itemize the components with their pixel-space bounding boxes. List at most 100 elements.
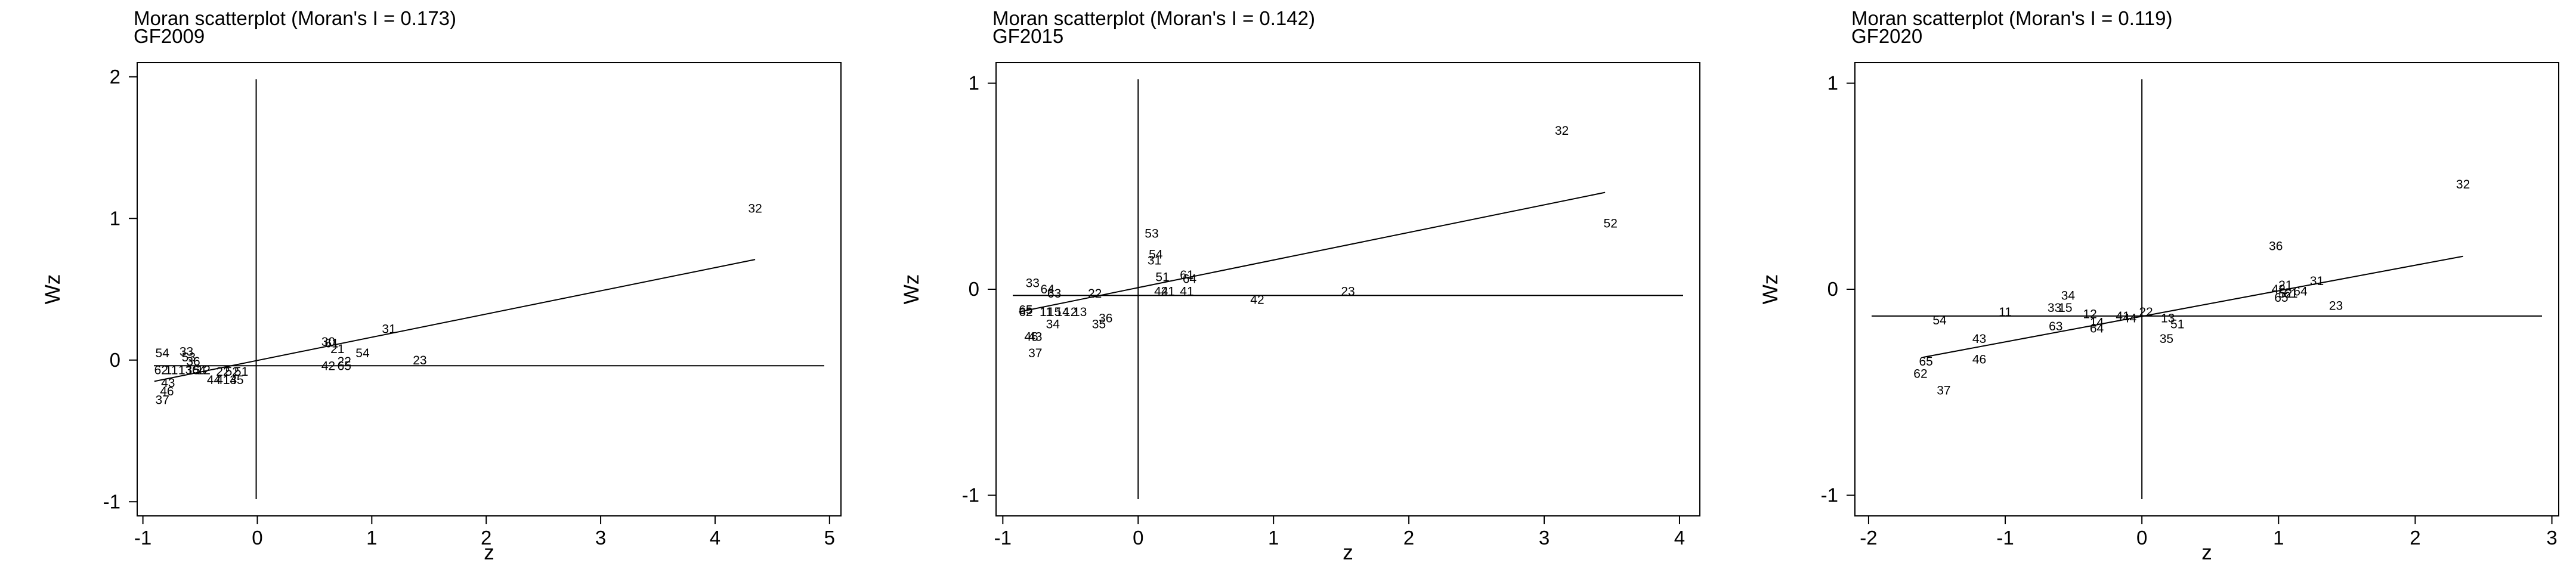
point-label: 37 <box>156 393 169 407</box>
x-tick-label: 4 <box>710 527 720 549</box>
x-tick-label: 5 <box>824 527 835 549</box>
y-tick-label: 1 <box>969 72 979 94</box>
point-label: 22 <box>2139 305 2153 319</box>
x-tick-label: 3 <box>1539 527 1550 549</box>
point-label: 53 <box>1145 227 1158 241</box>
point-label: 52 <box>225 365 239 379</box>
point-label: 65 <box>338 359 351 373</box>
point-label: 35 <box>230 373 243 387</box>
x-tick-label: 4 <box>1674 527 1685 549</box>
point-label: 65 <box>2274 291 2288 305</box>
x-tick-label: 1 <box>366 527 377 549</box>
y-tick-label: 1 <box>1827 72 1838 94</box>
x-tick-label: 0 <box>1133 527 1143 549</box>
fit-line <box>1019 191 1606 313</box>
point-label: 21 <box>1161 284 1175 298</box>
point-label: 30 <box>321 335 335 349</box>
point-label: 36 <box>1099 311 1112 325</box>
point-label: 15 <box>1047 305 1061 319</box>
point-label: 37 <box>1937 383 1950 397</box>
point-label: 46 <box>1972 352 1986 366</box>
x-tick-label: 2 <box>2410 527 2420 549</box>
point-label: 13 <box>178 363 192 377</box>
point-label: 21 <box>2278 279 2292 292</box>
plot-frame <box>137 62 842 516</box>
point-label: 23 <box>2329 299 2343 313</box>
point-label: 43 <box>161 376 175 390</box>
y-axis-label: Wz <box>41 274 64 305</box>
point-label: 31 <box>382 323 395 336</box>
x-tick-label: 0 <box>2136 527 2147 549</box>
y-tick-label: 1 <box>110 207 120 229</box>
point-label: 11 <box>1999 305 2012 319</box>
point-label: 63 <box>2049 320 2062 333</box>
point-label: 11 <box>1040 305 1053 319</box>
chart-title: Moran scatterplot (Moran's I = 0.119) <box>1851 7 2173 29</box>
point-label: 65 <box>1919 355 1932 369</box>
point-label: 64 <box>192 363 206 377</box>
y-tick-label: -1 <box>962 484 979 506</box>
point-label: 64 <box>2293 284 2308 298</box>
chart-title: Moran scatterplot (Moran's I = 0.173) <box>134 7 456 29</box>
point-label: 51 <box>2170 318 2184 332</box>
x-tick-label: -1 <box>134 527 151 549</box>
point-label: 61 <box>324 336 338 350</box>
point-label: 43 <box>1028 330 1042 344</box>
point-label: 33 <box>180 345 193 359</box>
point-label: 32 <box>748 202 762 216</box>
point-label: 42 <box>2272 283 2286 296</box>
point-label: 52 <box>2278 287 2292 301</box>
point-label: 33 <box>1026 277 1040 290</box>
chart-subtitle: GF2015 <box>992 25 1063 47</box>
point-label: 13 <box>2161 311 2175 325</box>
point-label: 54 <box>1932 314 1947 327</box>
point-label: 35 <box>1092 318 1106 332</box>
plot-frame <box>1854 62 2559 516</box>
y-tick-label: 0 <box>1827 278 1838 300</box>
x-tick-label: 1 <box>2273 527 2284 549</box>
point-label: 22 <box>338 355 351 369</box>
point-label: 34 <box>2061 289 2076 302</box>
x-tick-label: -1 <box>994 527 1012 549</box>
point-label: 32 <box>1555 124 1569 138</box>
point-label: 23 <box>1341 284 1355 298</box>
point-label: 65 <box>1019 304 1032 317</box>
point-label: 62 <box>1019 305 1032 319</box>
point-label: 64 <box>1183 273 1197 286</box>
point-label: 32 <box>2456 178 2470 191</box>
x-axis-label: z <box>2201 541 2212 563</box>
fit-line <box>154 259 756 382</box>
point-label: 21 <box>330 342 344 356</box>
y-axis-label: Wz <box>1759 274 1782 305</box>
point-label: 22 <box>1088 287 1102 301</box>
point-label: 36 <box>186 355 200 369</box>
x-axis-label: z <box>1343 541 1353 563</box>
point-label: 41 <box>2116 310 2129 323</box>
point-label: 34 <box>1046 318 1060 332</box>
x-tick-label: 3 <box>2546 527 2557 549</box>
x-tick-label: 0 <box>252 527 262 549</box>
point-label: 31 <box>1148 254 1161 268</box>
x-tick-label: -2 <box>1860 527 1877 549</box>
x-tick-label: -1 <box>1996 527 2014 549</box>
x-axis-label: z <box>484 541 494 563</box>
point-label: 42 <box>321 359 335 373</box>
point-label: 42 <box>1250 293 1264 307</box>
y-tick-label: -1 <box>1821 484 1838 506</box>
point-label: 22 <box>216 365 230 379</box>
point-label: 46 <box>1024 330 1038 344</box>
point-label: 63 <box>1047 287 1061 301</box>
y-tick-label: 0 <box>110 349 120 371</box>
point-label: 52 <box>1604 216 1618 230</box>
point-label: 43 <box>1972 332 1986 346</box>
y-tick-label: -1 <box>103 490 120 512</box>
point-label: 54 <box>355 347 370 360</box>
y-axis-label: Wz <box>900 274 923 305</box>
point-label: 36 <box>2269 239 2283 253</box>
point-label: 51 <box>234 365 248 379</box>
point-label: 61 <box>1180 268 1193 282</box>
point-label: 53 <box>182 351 196 364</box>
point-label: 41 <box>1180 284 1193 298</box>
fit-line <box>1923 255 2463 358</box>
